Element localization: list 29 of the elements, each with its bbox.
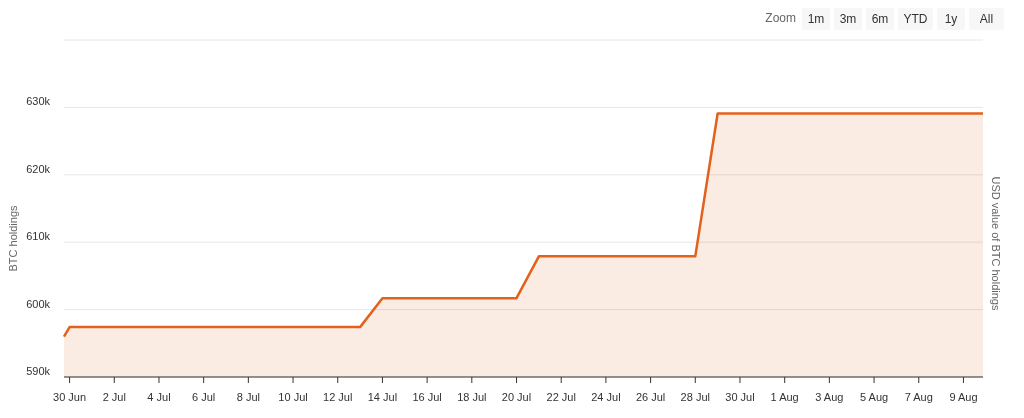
y-tick-label: 620k (26, 162, 51, 175)
x-tick-label: 8 Jul (236, 391, 260, 403)
x-tick-label: 30 Jun (53, 391, 87, 403)
x-tick-label: 3 Aug (815, 391, 844, 403)
x-tick-label: 10 Jul (278, 391, 308, 403)
x-tick-label: 16 Jul (412, 391, 442, 403)
x-tick-label: 20 Jul (501, 391, 532, 403)
x-tick-label: 7 Aug (904, 391, 933, 403)
x-tick-label: 4 Jul (147, 391, 171, 403)
x-tick-label: 2 Jul (102, 391, 126, 403)
x-tick-label: 5 Aug (859, 391, 889, 403)
y-tick-label: 610k (26, 230, 51, 243)
y-tick-label: 630k (26, 95, 51, 108)
zoom-toolbar: Zoom 1m 3m 6m YTD 1y All (765, 8, 1004, 30)
y-tick-label: 590k (26, 365, 51, 377)
x-tick-label: 12 Jul (323, 391, 353, 403)
x-tick-label: 1 Aug (770, 391, 799, 403)
y-tick-label: 600k (26, 297, 51, 310)
x-tick-label: 22 Jul (546, 391, 576, 403)
x-tick-label: 26 Jul (635, 391, 666, 403)
y-axis-title: BTC holdings (7, 204, 19, 272)
y2-axis-title: USD value of BTC holdings (990, 176, 1002, 311)
x-tick-label: 6 Jul (192, 391, 216, 403)
x-tick-label: 14 Jul (367, 391, 398, 403)
x-tick-label: 28 Jul (680, 391, 710, 403)
x-tick-label: 24 Jul (591, 391, 621, 403)
x-tick-label: 30 Jul (725, 391, 755, 403)
x-tick-label: 9 Aug (949, 391, 978, 403)
x-tick-label: 18 Jul (457, 391, 487, 403)
